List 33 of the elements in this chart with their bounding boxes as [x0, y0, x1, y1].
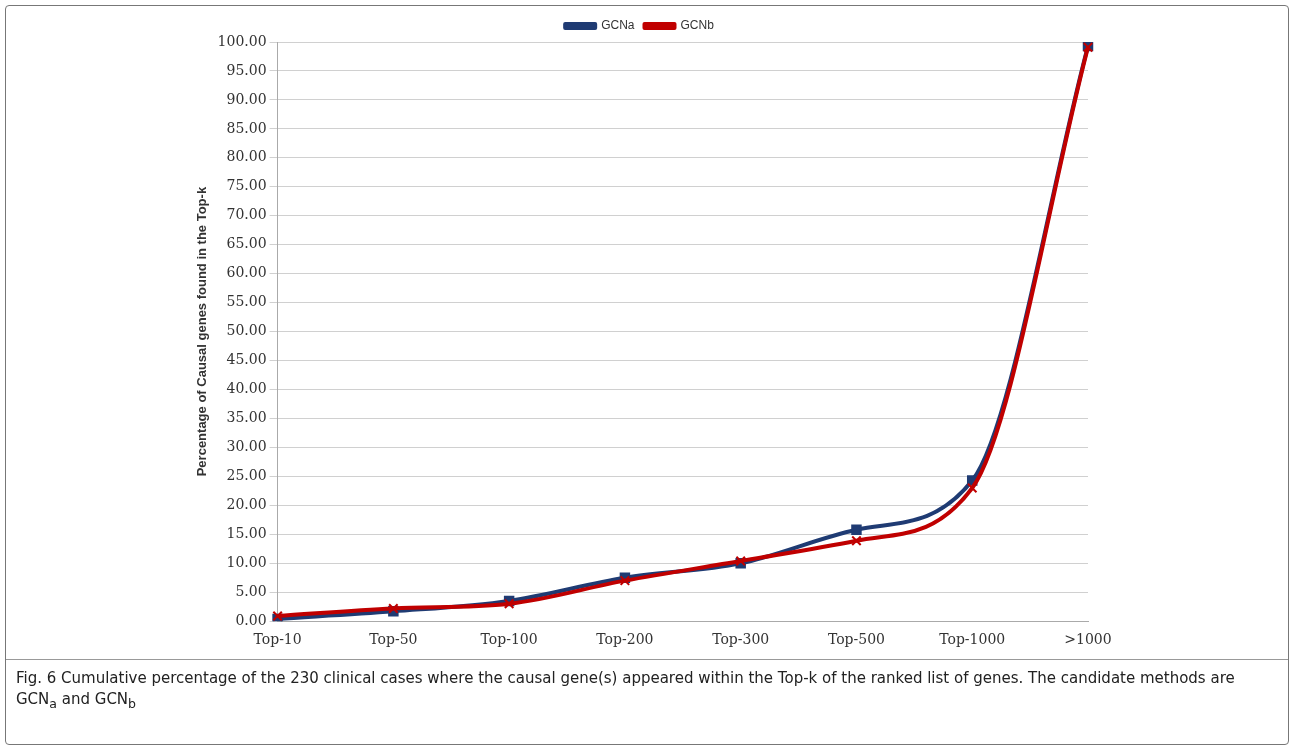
y-tick-label: 65.00: [226, 235, 267, 252]
y-tick-label: 15.00: [226, 524, 267, 541]
y-tick-label: 90.00: [226, 90, 267, 107]
y-tick-label: 5.00: [235, 582, 267, 599]
x-tick-label: Top-100: [480, 631, 538, 648]
y-axis-title: Percentage of Causal genes found in the Top-k: [194, 186, 210, 477]
caption: Fig. 6 Cumulative percentage of the 230 clinical cases where the causal gene(s) appeared within the Top-k of the ranked list of genes. The candidate methods are GCN$_{a}$ and GCN$_{b}$: [16, 668, 1236, 713]
y-tick-label: 75.00: [226, 177, 267, 194]
y-tick-label: 0.00: [235, 611, 267, 628]
x-tick-label: Top-50: [369, 631, 418, 648]
y-tick-label: 95.00: [226, 61, 267, 78]
y-tick-label: 80.00: [226, 148, 267, 165]
y-tick-label: 30.00: [226, 438, 267, 455]
x-tick-label: Top-10: [253, 631, 302, 648]
y-tick-label: 45.00: [226, 351, 267, 368]
y-tick-label: 70.00: [226, 206, 267, 223]
legend-label: GCNa: [601, 18, 635, 33]
x-tick-label: Top-500: [827, 631, 885, 648]
y-tick-label: 10.00: [226, 553, 267, 570]
y-tick-label: 35.00: [226, 409, 267, 426]
y-tick-label: 40.00: [226, 380, 267, 397]
y-tick-label: 20.00: [226, 496, 267, 512]
legend-label: GCNb: [680, 18, 715, 33]
x-tick-label: Top-1000: [939, 631, 1006, 648]
y-tick-label: 60.00: [226, 264, 267, 281]
y-tick-label: 100.00: [217, 32, 267, 49]
y-tick-label: 85.00: [226, 119, 267, 136]
y-tick-label: 50.00: [226, 322, 267, 339]
x-tick-label: Top-300: [712, 631, 770, 648]
x-tick-label: Top-200: [596, 631, 654, 648]
y-tick-label: 25.00: [226, 467, 267, 484]
x-tick-label: >1000: [1064, 631, 1112, 648]
y-tick-label: 55.00: [226, 293, 267, 310]
